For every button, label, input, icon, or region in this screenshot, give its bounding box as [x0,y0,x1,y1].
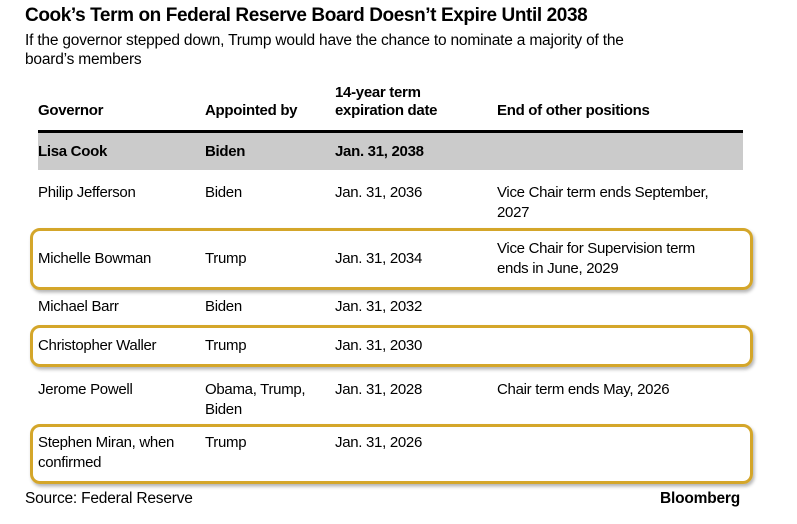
chart-footer: Source: Federal Reserve Bloomberg [25,490,740,508]
cell-appointed-by: Biden [205,184,242,201]
row-jerome-powell: Jerome Powell Obama, Trump, Biden Jan. 3… [38,367,743,422]
cell-expiration: Jan. 31, 2028 [335,381,423,398]
cell-appointed-by: Trump [205,337,247,354]
col-header-expiration-date: 14-year term expiration date [335,84,438,119]
table-header: Governor Appointed by 14-year term expir… [38,83,743,133]
cell-appointed-by: Biden [205,142,246,160]
bloomberg-logo: Bloomberg [659,490,740,507]
subtitle: If the governor stepped down, Trump woul… [25,32,624,68]
col-header-other-positions: End of other positions [497,102,650,119]
cell-expiration: Jan. 31, 2036 [335,184,423,201]
row-philip-jefferson: Philip Jefferson Biden Jan. 31, 2036 Vic… [38,170,743,227]
cell-expiration: Jan. 31, 2032 [335,297,423,315]
cell-other-positions: Chair term ends May, 2026 [497,381,670,398]
cell-governor: Christopher Waller [38,337,157,354]
gold-highlight-box: Christopher Waller Trump Jan. 31, 2030 [30,325,753,367]
cell-governor: Michael Barr [38,297,119,315]
cell-expiration: Jan. 31, 2026 [335,434,423,451]
col-header-appointed-by: Appointed by [205,102,298,119]
source-note: Source: Federal Reserve [25,490,193,507]
cell-expiration: Jan. 31, 2034 [335,250,423,267]
col-header-governor: Governor [38,102,104,119]
row-stephen-miran: Stephen Miran, when confirmed Trump Jan.… [38,427,745,473]
cell-appointed-by: Obama, Trump, Biden [205,381,306,418]
cell-governor: Philip Jefferson [38,184,136,201]
cell-expiration: Jan. 31, 2038 [335,142,424,160]
cell-expiration: Jan. 31, 2030 [335,337,423,354]
governors-table: Governor Appointed by 14-year term expir… [30,83,753,484]
gold-highlight-box: Michelle Bowman Trump Jan. 31, 2034 Vice… [30,228,753,290]
page-title: Cook’s Term on Federal Reserve Board Doe… [25,5,588,26]
cell-appointed-by: Biden [205,297,242,315]
cell-governor: Lisa Cook [38,142,107,160]
cell-governor: Michelle Bowman [38,250,152,267]
cell-governor: Jerome Powell [38,381,133,398]
row-michael-barr: Michael Barr Biden Jan. 31, 2032 [38,290,743,323]
cell-appointed-by: Trump [205,434,247,451]
cell-appointed-by: Trump [205,250,247,267]
row-michelle-bowman: Michelle Bowman Trump Jan. 31, 2034 Vice… [38,231,745,287]
gold-highlight-box: Stephen Miran, when confirmed Trump Jan.… [30,424,753,484]
cell-other-positions: Vice Chair for Supervision term ends in … [497,240,696,277]
cell-other-positions: Vice Chair term ends September, 2027 [497,184,709,221]
row-christopher-waller: Christopher Waller Trump Jan. 31, 2030 [38,328,745,364]
row-lisa-cook: Lisa Cook Biden Jan. 31, 2038 [38,133,743,170]
cell-governor: Stephen Miran, when confirmed [38,434,175,471]
